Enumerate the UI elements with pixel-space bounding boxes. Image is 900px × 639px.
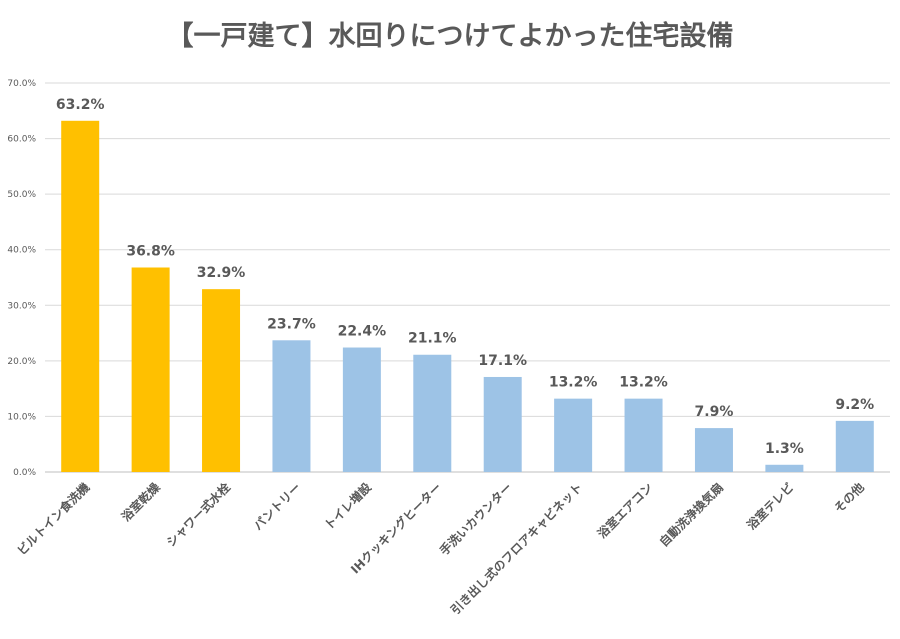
y-tick-label: 50.0% bbox=[7, 190, 36, 200]
bar bbox=[202, 289, 241, 472]
y-tick-label: 40.0% bbox=[7, 246, 36, 256]
y-tick-label: 10.0% bbox=[7, 412, 36, 422]
data-label: 32.9% bbox=[197, 265, 246, 281]
bar bbox=[61, 120, 100, 472]
bar bbox=[131, 267, 170, 472]
y-tick-label: 70.0% bbox=[7, 79, 36, 89]
data-label: 9.2% bbox=[835, 397, 874, 413]
x-tick-label: パントリー bbox=[251, 480, 304, 533]
data-label: 23.7% bbox=[267, 316, 316, 332]
bar bbox=[272, 340, 311, 472]
data-label: 13.2% bbox=[619, 375, 668, 391]
bar bbox=[624, 398, 663, 472]
x-tick-label: 浴室エアコン bbox=[594, 480, 656, 542]
x-tick-label: ビルトイン食洗機 bbox=[14, 480, 92, 558]
x-tick-label: 自動洗浄換気扇 bbox=[656, 480, 726, 550]
data-label: 17.1% bbox=[478, 353, 527, 369]
data-label: 21.1% bbox=[408, 331, 457, 347]
x-tick-label: トイレ増設 bbox=[321, 479, 375, 533]
data-label: 36.8% bbox=[126, 243, 175, 259]
x-tick-label: シャワー式水栓 bbox=[163, 480, 233, 550]
chart-title: 【一戸建て】水回りにつけてよかった住宅設備 bbox=[166, 21, 734, 52]
y-tick-label: 0.0% bbox=[13, 468, 36, 478]
y-tick-label: 20.0% bbox=[7, 357, 36, 367]
bar bbox=[483, 376, 522, 472]
bar bbox=[835, 420, 874, 472]
data-label: 22.4% bbox=[338, 324, 387, 340]
data-label: 1.3% bbox=[765, 441, 804, 457]
data-label: 7.9% bbox=[695, 404, 734, 420]
bar bbox=[554, 398, 593, 472]
data-label: 13.2% bbox=[549, 375, 598, 391]
x-tick-label: 浴室テレビ bbox=[743, 480, 796, 533]
bar bbox=[413, 354, 452, 472]
bar bbox=[694, 428, 733, 472]
data-label: 63.2% bbox=[56, 97, 105, 113]
x-tick-label: その他 bbox=[831, 480, 867, 516]
y-tick-label: 30.0% bbox=[7, 301, 36, 311]
bar bbox=[342, 347, 381, 472]
x-tick-label: 引き出し式のフロアキャビネット bbox=[447, 480, 585, 618]
x-tick-label: 浴室乾燥 bbox=[118, 479, 163, 524]
x-tick-label: 手洗いカウンター bbox=[436, 480, 514, 558]
y-tick-label: 60.0% bbox=[7, 135, 36, 145]
bar bbox=[765, 464, 804, 472]
